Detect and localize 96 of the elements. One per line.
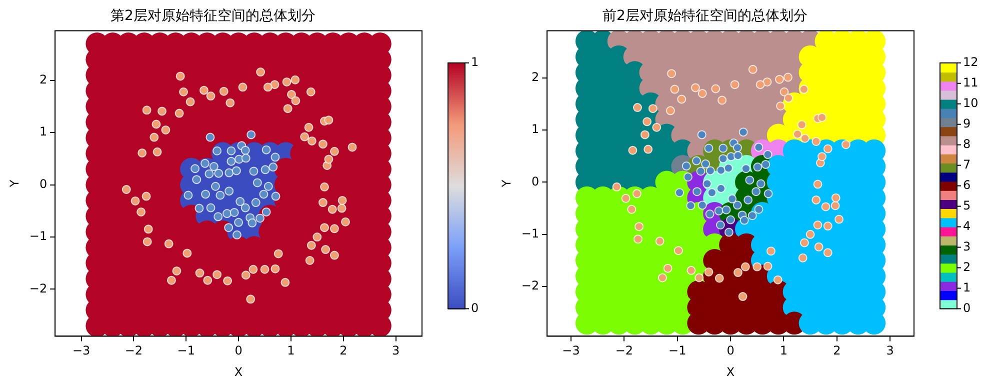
point (732, 200, 742, 210)
point (226, 146, 236, 156)
point (206, 203, 216, 212)
color-bar-label: 1 (471, 54, 479, 69)
point (682, 162, 691, 171)
point (718, 144, 728, 153)
point (210, 182, 220, 191)
point (224, 168, 234, 178)
point (209, 162, 218, 172)
point (752, 187, 761, 196)
point (192, 175, 202, 184)
x-tick-label: −3 (72, 344, 90, 358)
color-bar-label: 1 (963, 280, 971, 294)
x-tick-label: −2 (615, 344, 634, 358)
point (216, 190, 225, 200)
y-tick-label: 2 (39, 72, 48, 87)
point (226, 156, 236, 166)
point (716, 184, 726, 193)
chart-title: 前2层对原始特征空间的总体划分 (602, 8, 808, 24)
point (184, 190, 193, 200)
chart-title: 第2层对原始特征空间的总体划分 (110, 8, 316, 24)
point (270, 152, 280, 162)
point (701, 159, 710, 168)
x-tick-label: −3 (562, 344, 580, 358)
x-axis-title: X (234, 364, 243, 379)
point (748, 211, 757, 220)
color-bar-label: 8 (963, 136, 971, 151)
point (271, 192, 280, 201)
point (230, 208, 239, 217)
point (241, 154, 250, 163)
color-bar-label: 9 (963, 116, 971, 130)
point (194, 204, 204, 213)
x-tick-label: 2 (833, 344, 841, 358)
point (686, 201, 696, 210)
point (259, 190, 268, 199)
point (764, 189, 773, 198)
point (240, 203, 250, 212)
color-bar-label: 10 (963, 96, 978, 110)
point (761, 160, 770, 169)
x-tick-label: 1 (287, 344, 295, 358)
color-bar-label: 11 (963, 75, 978, 90)
x-tick-label: 2 (340, 344, 348, 358)
x-tick-label: 1 (780, 344, 788, 358)
y-tick-label: −2 (29, 281, 48, 296)
color-bar-label: 4 (963, 218, 971, 233)
color-bar-label: 5 (963, 198, 971, 212)
x-tick-label: −1 (668, 344, 686, 358)
y-tick-label: 0 (531, 174, 540, 188)
point (716, 166, 726, 175)
point (763, 150, 772, 160)
point (716, 220, 725, 230)
point (702, 179, 712, 188)
y-tick-label: −2 (521, 278, 540, 293)
x-tick-label: −2 (124, 344, 143, 358)
point (714, 206, 724, 216)
y-tick-label: 1 (531, 122, 540, 136)
point (248, 218, 257, 228)
color-bar-label: 3 (963, 239, 971, 254)
point (190, 164, 200, 174)
color-bar-label: 6 (963, 178, 971, 192)
y-tick-label: 0 (39, 176, 48, 191)
y-tick-label: −1 (29, 229, 48, 244)
color-bar-label: 0 (471, 300, 479, 315)
point (224, 186, 234, 196)
point (733, 151, 742, 160)
x-tick-label: 0 (726, 344, 734, 358)
color-bar-label: 12 (963, 54, 978, 69)
point (706, 166, 715, 176)
x-tick-label: 3 (392, 344, 400, 358)
x-axis-title: X (726, 364, 735, 379)
color-bar-label: 0 (963, 300, 971, 315)
point (726, 215, 736, 224)
point (718, 154, 728, 164)
point (698, 200, 707, 210)
y-tick-label: 2 (531, 70, 540, 84)
point (745, 176, 754, 185)
point (234, 218, 244, 227)
point (696, 166, 706, 176)
y-axis-title: Y (7, 179, 22, 188)
y-tick-label: −1 (521, 226, 540, 241)
color-bar-label: 7 (963, 157, 971, 172)
point (224, 223, 234, 232)
x-tick-label: 3 (886, 344, 894, 358)
point (740, 216, 749, 225)
point (732, 143, 742, 152)
point (204, 169, 214, 178)
x-tick-label: 0 (234, 344, 242, 358)
point (240, 146, 250, 155)
x-tick-label: −1 (177, 344, 195, 358)
y-axis-title: Y (499, 179, 514, 188)
point (684, 172, 693, 182)
point (201, 190, 210, 199)
color-bar-label: 2 (963, 260, 971, 274)
y-tick-label: 1 (39, 124, 48, 139)
point (256, 214, 265, 223)
point (214, 168, 224, 178)
